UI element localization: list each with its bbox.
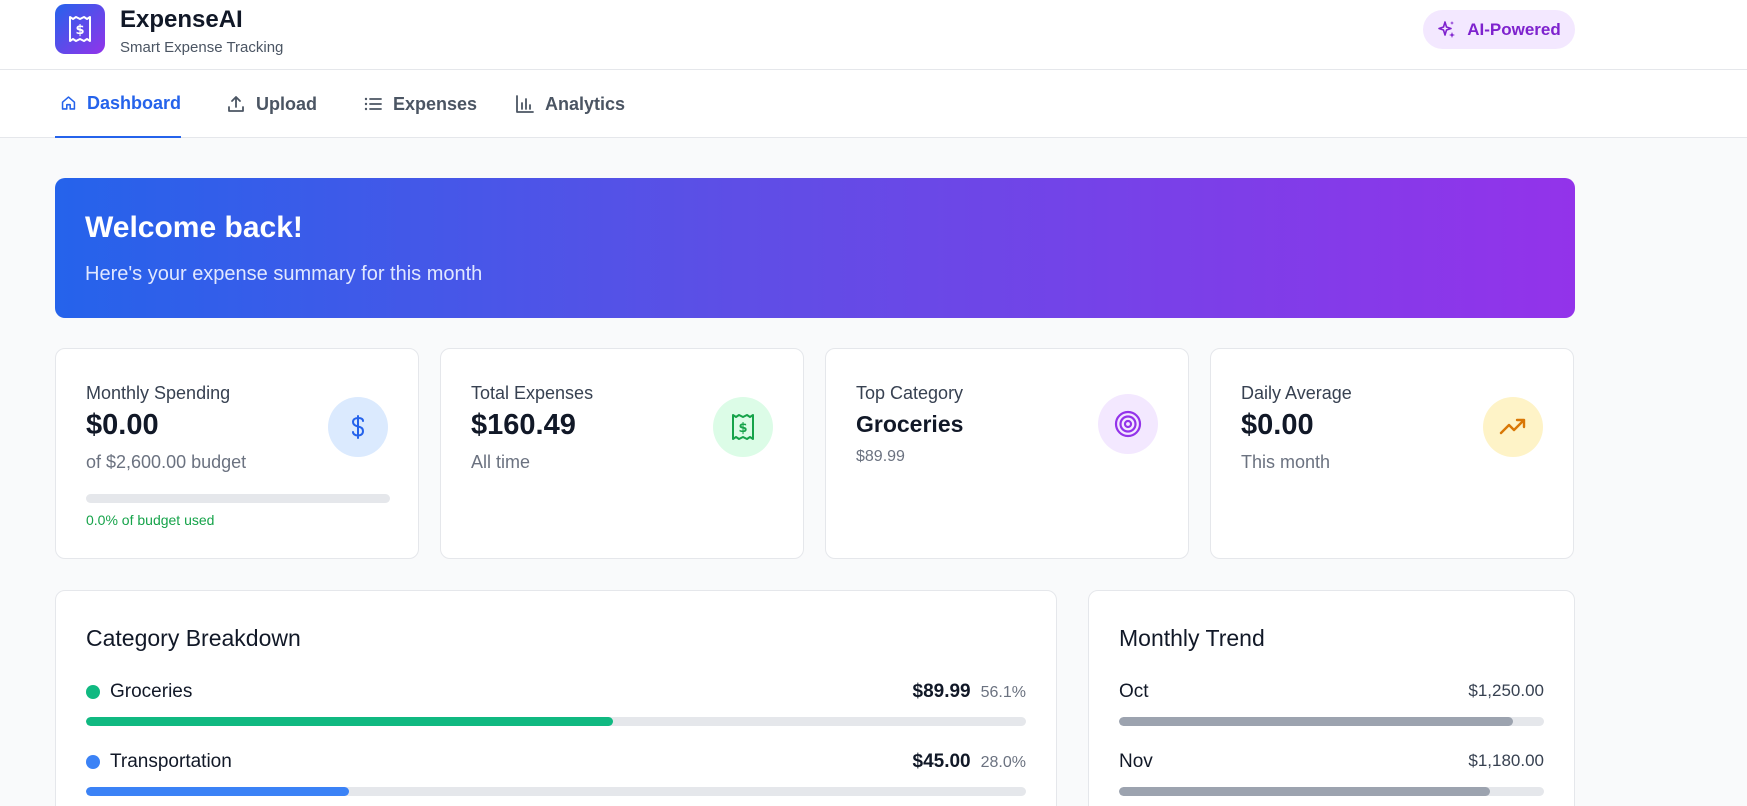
card-value: $0.00: [86, 409, 159, 441]
brand-tagline: Smart Expense Tracking: [120, 39, 284, 56]
ai-powered-label: AI-Powered: [1467, 19, 1561, 39]
trend-month: Oct: [1119, 681, 1149, 702]
daily-average-card: Daily Average $0.00 This month: [1210, 348, 1574, 559]
trend-progress-bar: [1119, 717, 1544, 726]
tab-expenses[interactable]: Expenses: [363, 70, 477, 138]
trend-amount: $1,250.00: [1468, 681, 1544, 700]
tab-upload-label: Upload: [256, 93, 317, 114]
budget-used-text: 0.0% of budget used: [86, 512, 215, 528]
category-color-dot: [86, 755, 100, 769]
category-amount: $45.00: [912, 751, 971, 772]
trend-amount: $1,180.00: [1468, 751, 1544, 770]
app-logo[interactable]: $: [55, 4, 105, 54]
list-icon: [364, 97, 382, 111]
card-label: Top Category: [856, 383, 964, 403]
category-progress-bar: [86, 787, 1026, 796]
sparkles-icon: [1438, 20, 1456, 38]
category-name: Transportation: [86, 751, 232, 773]
main-nav: Dashboard Upload Expenses Analytics: [0, 70, 1747, 138]
category-breakdown-panel: Category Breakdown Groceries $89.99 56.1…: [55, 590, 1057, 806]
category-progress-fill: [86, 787, 350, 796]
category-progress-fill: [86, 717, 614, 726]
total-expenses-card: Total Expenses $160.49 All time $: [440, 348, 804, 559]
dollar-icon: [328, 397, 388, 457]
category-progress-bar: [86, 717, 1026, 726]
card-label: Monthly Spending: [86, 383, 231, 403]
bar-chart-icon: [516, 95, 534, 113]
ai-powered-badge: AI-Powered: [1423, 10, 1575, 49]
category-name: Groceries: [86, 681, 192, 703]
monthly-spending-card: Monthly Spending $0.00 of $2,600.00 budg…: [55, 348, 419, 559]
welcome-title: Welcome back!: [85, 211, 303, 244]
category-amount-group: $45.00 28.0%: [913, 751, 1027, 773]
target-icon: [1098, 394, 1158, 454]
top-category-card: Top Category Groceries $89.99: [825, 348, 1189, 559]
receipt-dollar-icon: $: [69, 16, 91, 42]
category-amount-group: $89.99 56.1%: [913, 681, 1027, 703]
card-subtext: of $2,600.00 budget: [86, 452, 247, 472]
panel-title: Category Breakdown: [86, 625, 301, 651]
upload-icon: [228, 96, 244, 112]
tab-dashboard-label: Dashboard: [86, 92, 181, 113]
category-color-dot: [86, 685, 100, 699]
card-label: Daily Average: [1241, 383, 1352, 403]
trend-progress-bar: [1119, 787, 1544, 796]
brand-name: ExpenseAI: [120, 6, 243, 33]
home-icon: [61, 96, 76, 110]
trend-amount-group: $1,180.00: [1468, 751, 1544, 771]
trend-row-nov: Nov $1,180.00: [1119, 751, 1544, 801]
monthly-trend-panel: Monthly Trend Oct $1,250.00 Nov $1,180.0…: [1088, 590, 1575, 806]
category-label: Transportation: [110, 751, 232, 772]
tab-dashboard[interactable]: Dashboard: [55, 70, 181, 138]
receipt-icon: $: [713, 397, 773, 457]
budget-progress-bar: [86, 494, 390, 503]
category-row-groceries[interactable]: Groceries $89.99 56.1%: [86, 681, 1026, 731]
trend-month: Nov: [1119, 751, 1153, 772]
card-subtext: $89.99: [856, 448, 905, 465]
tab-expenses-label: Expenses: [393, 93, 478, 114]
card-label: Total Expenses: [471, 383, 594, 403]
card-value: $0.00: [1241, 409, 1314, 441]
trend-row-oct: Oct $1,250.00: [1119, 681, 1544, 731]
card-subtext: This month: [1241, 452, 1331, 472]
trend-progress-fill: [1119, 787, 1491, 796]
category-percent: 56.1%: [980, 684, 1026, 701]
trend-amount-group: $1,250.00: [1468, 681, 1544, 701]
tab-analytics-label: Analytics: [545, 93, 626, 114]
card-subtext: All time: [471, 452, 531, 472]
card-value: $160.49: [471, 409, 576, 441]
tab-upload[interactable]: Upload: [226, 70, 317, 138]
trend-progress-fill: [1119, 717, 1513, 726]
top-bar: $ ExpenseAI Smart Expense Tracking AI-Po…: [0, 0, 1747, 70]
category-percent: 28.0%: [980, 754, 1026, 771]
svg-text:$: $: [75, 23, 84, 38]
trending-up-icon: [1483, 397, 1543, 457]
card-value: Groceries: [856, 411, 964, 437]
svg-text:$: $: [738, 421, 747, 436]
category-amount: $89.99: [912, 681, 971, 702]
welcome-subtitle: Here's your expense summary for this mon…: [85, 263, 483, 285]
tab-analytics[interactable]: Analytics: [515, 70, 625, 138]
panel-title: Monthly Trend: [1119, 625, 1265, 651]
welcome-banner: Welcome back! Here's your expense summar…: [55, 178, 1575, 318]
category-label: Groceries: [110, 681, 193, 702]
category-row-transportation[interactable]: Transportation $45.00 28.0%: [86, 751, 1026, 801]
